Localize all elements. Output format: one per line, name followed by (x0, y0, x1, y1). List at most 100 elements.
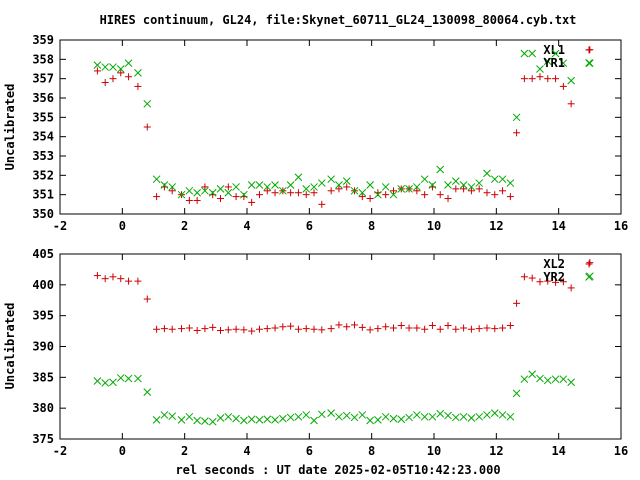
data-point-xl2 (405, 324, 413, 332)
data-point-yr2 (490, 409, 499, 417)
data-point-xl1 (287, 189, 295, 197)
data-point-xl2 (428, 322, 436, 330)
data-point-xl2 (382, 323, 390, 331)
data-point-yr2 (520, 375, 529, 384)
data-point-xl2 (134, 277, 142, 285)
data-point-xl1 (134, 82, 142, 90)
data-point-yr1 (366, 181, 374, 189)
data-point-xl1 (263, 187, 271, 195)
data-point-yr2 (397, 415, 406, 424)
data-point-xl2 (389, 324, 397, 332)
data-point-xl1 (475, 185, 483, 193)
data-point-yr2 (302, 411, 311, 419)
y-tick-label: 385 (32, 370, 54, 384)
data-point-yr2 (152, 416, 161, 424)
x-tick-label: 2 (181, 444, 188, 458)
data-point-yr2 (374, 416, 382, 424)
data-point-yr1 (101, 63, 110, 71)
data-point-yr1 (255, 181, 264, 189)
x-tick-label: 16 (614, 219, 628, 233)
data-point-yr1 (413, 183, 421, 191)
data-point-xl1 (93, 67, 101, 75)
data-point-xl2 (544, 277, 552, 285)
data-point-xl2 (586, 259, 594, 267)
data-point-yr1 (381, 183, 390, 191)
data-point-xl1 (460, 185, 468, 193)
x-tick-label: 0 (119, 444, 126, 458)
legend-label: XL2 (543, 257, 565, 271)
data-point-yr2 (536, 374, 544, 383)
data-point-yr1 (374, 190, 382, 199)
data-point-xl2 (271, 324, 279, 332)
data-point-xl2 (413, 324, 421, 332)
legend-marker (585, 59, 593, 67)
data-point-yr1 (358, 188, 367, 197)
data-point-yr1 (559, 59, 568, 68)
data-point-xl1 (389, 187, 397, 195)
data-point-xl2 (397, 322, 405, 330)
x-tick-label: 6 (306, 444, 313, 458)
data-point-xl1 (499, 187, 507, 195)
data-point-xl2 (499, 324, 507, 332)
data-point-xl2 (302, 325, 310, 333)
data-point-yr2 (475, 412, 484, 421)
data-point-yr2 (512, 389, 521, 398)
data-point-yr2 (444, 411, 452, 420)
data-point-yr2 (528, 370, 537, 379)
x-tick-label: 8 (368, 444, 375, 458)
data-point-yr1 (286, 181, 295, 189)
x-tick-label: 12 (489, 219, 503, 233)
data-point-yr2 (358, 411, 367, 419)
data-point-xl1 (185, 196, 193, 204)
data-point-yr2 (498, 411, 507, 419)
data-point-yr1 (310, 183, 318, 191)
data-point-xl1 (302, 191, 310, 199)
data-point-yr2 (216, 414, 225, 422)
data-point-xl2 (528, 274, 536, 282)
x-tick-label: 4 (243, 444, 250, 458)
data-point-yr2 (366, 416, 374, 425)
data-point-xl1 (358, 193, 366, 201)
data-point-xl2 (201, 325, 209, 333)
data-point-yr2 (278, 414, 287, 423)
y-tick-label: 357 (32, 72, 54, 86)
data-point-xl2 (351, 321, 359, 329)
data-point-xl2 (513, 299, 521, 307)
data-point-xl2 (93, 272, 101, 280)
x-tick-label: 2 (181, 219, 188, 233)
data-point-xl2 (475, 325, 483, 333)
x-tick-label: 14 (551, 219, 565, 233)
data-point-yr2 (160, 411, 169, 419)
data-point-yr1 (327, 175, 336, 184)
data-point-yr1 (483, 169, 491, 178)
data-point-xl1 (483, 189, 491, 197)
data-point-yr2 (286, 413, 295, 422)
data-point-yr2 (506, 412, 515, 421)
legend-label: YR1 (543, 56, 565, 70)
data-point-yr1 (193, 188, 201, 197)
data-point-yr1 (271, 181, 279, 189)
data-point-yr1 (342, 177, 351, 185)
data-point-yr1 (420, 175, 429, 184)
data-point-yr1 (405, 185, 413, 193)
data-point-yr1 (520, 49, 529, 58)
data-point-yr2 (317, 410, 326, 419)
data-point-yr2 (201, 417, 209, 425)
data-point-xl1 (117, 69, 125, 77)
y-tick-label: 352 (32, 168, 54, 182)
data-point-yr1 (436, 165, 445, 174)
data-point-yr2 (193, 416, 201, 425)
y-tick-label: 400 (32, 278, 54, 292)
y-tick-label: 353 (32, 149, 54, 163)
data-point-xl2 (178, 325, 186, 333)
data-point-yr2 (335, 412, 343, 421)
data-point-xl2 (185, 324, 193, 332)
x-axis-label: rel seconds : UT date 2025-02-05T10:42:2… (175, 463, 500, 477)
legend-marker (585, 260, 593, 268)
data-point-xl1 (491, 191, 499, 199)
data-point-yr2 (177, 416, 186, 424)
data-point-xl2 (552, 278, 560, 286)
legend-marker (585, 273, 593, 281)
data-point-yr1 (224, 188, 233, 197)
